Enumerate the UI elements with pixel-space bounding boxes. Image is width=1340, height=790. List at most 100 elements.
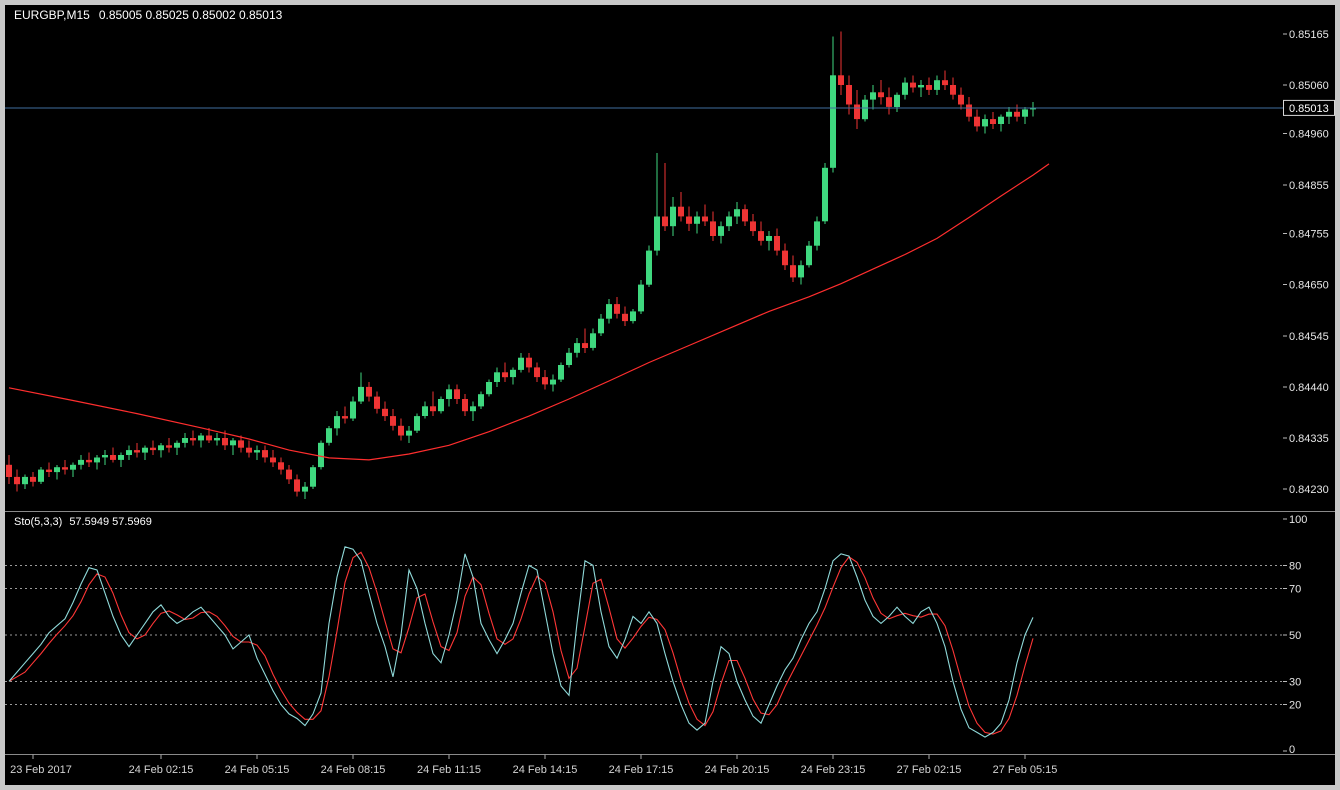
- candle: [622, 313, 628, 322]
- candle: [14, 476, 20, 485]
- current-price-tag: [1283, 99, 1335, 116]
- candle: [206, 435, 212, 441]
- time-axis-label: 24 Feb 14:15: [513, 764, 578, 776]
- candle: [758, 231, 764, 241]
- time-axis-label: 23 Feb 2017: [10, 764, 72, 776]
- candle: [918, 85, 924, 88]
- candle: [702, 216, 708, 222]
- price-axis-label: 0.84440: [1289, 382, 1329, 394]
- candle: [694, 216, 700, 224]
- candle: [134, 450, 140, 453]
- candle: [1006, 111, 1012, 117]
- candle: [470, 406, 476, 412]
- candle: [62, 467, 68, 470]
- candle: [718, 226, 724, 236]
- candle: [78, 459, 84, 465]
- candle: [502, 372, 508, 378]
- candle: [118, 455, 124, 460]
- time-axis-label: 24 Feb 05:15: [225, 764, 290, 776]
- candle: [1022, 109, 1028, 117]
- candle: [310, 467, 316, 487]
- candle: [454, 389, 460, 399]
- time-axis-label: 24 Feb 23:15: [801, 764, 866, 776]
- candle: [270, 457, 276, 463]
- candle: [670, 206, 676, 227]
- candle: [798, 265, 804, 278]
- candle: [182, 438, 188, 443]
- candle: [582, 343, 588, 348]
- candle: [238, 440, 244, 448]
- candle: [446, 389, 452, 399]
- candle: [430, 406, 436, 412]
- candle: [630, 311, 636, 322]
- indicator-axis-label: 20: [1289, 700, 1301, 712]
- candle: [966, 104, 972, 117]
- candle: [774, 236, 780, 251]
- candle: [478, 394, 484, 407]
- price-axis-label: 0.85165: [1289, 29, 1329, 41]
- candle: [878, 92, 884, 98]
- price-axis-label: 0.84335: [1289, 433, 1329, 445]
- candle: [726, 216, 732, 227]
- candle: [294, 479, 300, 492]
- candle: [390, 416, 396, 426]
- current-price-label: 0.85013: [1289, 103, 1329, 115]
- candle: [374, 396, 380, 409]
- candle: [494, 372, 500, 382]
- candle: [974, 116, 980, 127]
- indicator-levels: [5, 564, 1283, 706]
- stochastic-name-label: Sto(5,3,3): [14, 516, 63, 528]
- candle: [550, 379, 556, 385]
- candle: [150, 447, 156, 451]
- candle: [302, 486, 308, 492]
- candle: [382, 408, 388, 417]
- candle: [54, 467, 60, 473]
- candle: [590, 333, 596, 348]
- candle: [366, 386, 372, 397]
- candle: [254, 450, 260, 453]
- time-axis: 23 Feb 2017 24 Feb 02:15 24 Feb 05:15 24 Fe…: [10, 754, 1057, 776]
- candle: [750, 221, 756, 232]
- candle: [870, 92, 876, 100]
- candle: [46, 469, 52, 472]
- candle: [246, 447, 252, 453]
- candle: [862, 99, 868, 120]
- ohlc-values: 0.85005 0.85025 0.85002 0.85013: [98, 8, 283, 22]
- price-axis-label: 0.84960: [1289, 129, 1329, 141]
- candle: [22, 476, 28, 485]
- candle: [278, 462, 284, 470]
- candle: [678, 206, 684, 217]
- price-axis-label: 0.84650: [1289, 280, 1329, 292]
- time-axis-label: 24 Feb 08:15: [321, 764, 386, 776]
- candle: [406, 430, 412, 436]
- chart-canvas[interactable]: 0.85165 0.85060 0.84960 0.84855 0.84755 0.846…: [5, 5, 1335, 785]
- candle: [766, 236, 772, 241]
- stochastic-signal-line: [8, 551, 1034, 735]
- candle: [534, 367, 540, 378]
- moving-average-line: [8, 163, 1050, 461]
- price-axis-label: 0.84545: [1289, 331, 1329, 343]
- time-axis-label: 24 Feb 11:15: [417, 764, 481, 776]
- candle: [710, 221, 716, 236]
- stochastic-header: Sto(5,3,3) 57.5949 57.5969: [14, 516, 152, 528]
- candle: [910, 82, 916, 88]
- candle: [598, 318, 604, 334]
- candle: [654, 216, 660, 251]
- candle: [438, 399, 444, 412]
- candle: [326, 428, 332, 443]
- candle: [214, 438, 220, 441]
- candle: [942, 80, 948, 86]
- candle: [142, 447, 148, 453]
- time-axis-label: 27 Feb 02:15: [897, 764, 962, 776]
- candle: [1014, 111, 1020, 117]
- candle: [934, 80, 940, 90]
- candle: [510, 369, 516, 378]
- candle: [558, 365, 564, 380]
- candle: [838, 75, 844, 85]
- candle: [830, 75, 836, 168]
- candle: [318, 442, 324, 468]
- candle: [982, 119, 988, 127]
- candle: [126, 450, 132, 455]
- candle: [526, 357, 532, 368]
